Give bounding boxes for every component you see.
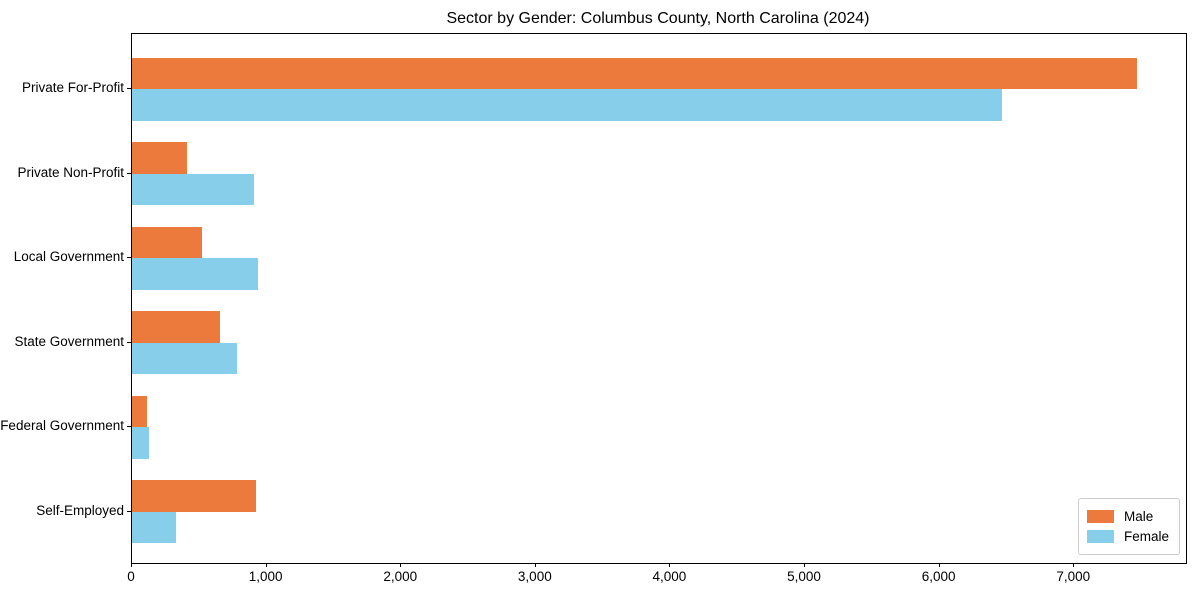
bar-female-3 <box>132 342 237 374</box>
x-tick-label: 7,000 <box>1056 569 1091 584</box>
category-label: Private Non-Profit <box>17 164 124 180</box>
x-tick-label: 2,000 <box>383 569 418 584</box>
y-tick <box>127 88 131 89</box>
bar-male-3 <box>132 311 221 343</box>
bar-female-2 <box>132 258 258 290</box>
x-tick <box>400 563 402 567</box>
chart-title: Sector by Gender: Columbus County, North… <box>446 10 870 27</box>
legend-item-male: Male <box>1086 508 1169 525</box>
bar-male-4 <box>132 395 147 427</box>
bar-female-0 <box>132 89 1002 121</box>
bar-female-1 <box>132 173 255 205</box>
x-tick <box>938 563 940 567</box>
legend-swatch-female <box>1086 530 1114 543</box>
category-label: Federal Government <box>0 418 124 433</box>
y-tick <box>127 172 131 174</box>
x-tick <box>534 563 536 567</box>
y-tick <box>127 341 131 343</box>
x-tick <box>131 563 132 567</box>
bar-male-2 <box>132 226 202 258</box>
bar-male-0 <box>132 57 1137 89</box>
legend-label-male: Male <box>1123 509 1154 524</box>
y-tick <box>127 510 131 512</box>
legend-label-female: Female <box>1123 529 1169 544</box>
plot-area: Male Female <box>131 33 1187 564</box>
category-label: Self-Employed <box>36 502 124 518</box>
x-tick-label: 4,000 <box>652 569 687 584</box>
legend-swatch-male <box>1086 510 1114 523</box>
x-tick-label: 3,000 <box>517 569 552 584</box>
bar-female-4 <box>132 427 149 459</box>
y-tick <box>127 426 131 427</box>
x-tick <box>669 563 671 567</box>
x-tick <box>804 563 806 567</box>
legend: Male Female <box>1077 498 1180 555</box>
bar-male-5 <box>132 480 256 512</box>
x-tick-label: 1,000 <box>248 569 283 584</box>
category-label: State Government <box>14 333 124 349</box>
x-tick-label: 6,000 <box>921 569 956 584</box>
bar-male-1 <box>132 142 187 174</box>
x-tick <box>1073 563 1075 567</box>
y-tick <box>127 257 131 258</box>
x-tick-label: 0 <box>127 569 135 584</box>
category-label: Local Government <box>13 249 124 264</box>
category-label: Private For-Profit <box>21 80 124 95</box>
bar-female-5 <box>132 511 177 543</box>
x-tick <box>265 563 267 567</box>
legend-item-female: Female <box>1086 528 1169 545</box>
x-tick-label: 5,000 <box>787 569 821 584</box>
